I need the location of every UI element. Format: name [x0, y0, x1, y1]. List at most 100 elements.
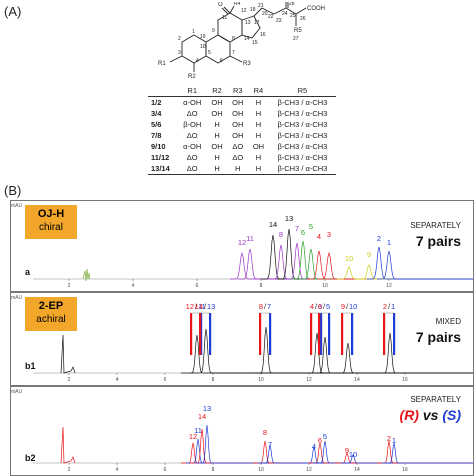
chromatogram-peak: [337, 266, 473, 280]
table-cell: 13/14: [148, 163, 178, 175]
pair-bar-r: [318, 313, 321, 355]
c24-label: 24: [282, 11, 288, 17]
pair-label-s: 5: [326, 302, 330, 311]
table-cell: β-CH3 / α-CH3: [268, 163, 336, 175]
c28-label: 28: [289, 2, 295, 7]
peak-label: 10: [345, 254, 353, 263]
table-cell: H: [214, 131, 220, 140]
pair-bar-s: [269, 313, 272, 355]
injection-spike: [82, 268, 91, 282]
trace-label-b1: b1: [25, 361, 36, 371]
table-cell: ΔO: [186, 109, 198, 118]
column-name: OJ-H: [37, 208, 65, 220]
c18-label: 18: [250, 7, 256, 13]
table-cell: H: [255, 120, 262, 129]
table-cell: 7/8: [151, 131, 162, 140]
trace-label-b2: b2: [25, 453, 36, 463]
x-tick-label: 8: [212, 467, 215, 473]
table-cell: OH: [252, 142, 265, 151]
x-tick-label: 2: [68, 377, 71, 383]
r2-label: R2: [188, 74, 196, 80]
pairs-label: 7 pairs: [415, 329, 461, 345]
c16-label: 16: [260, 32, 266, 38]
c22-label: 22: [268, 14, 274, 20]
x-tick-label: 12: [306, 377, 312, 383]
pair-label-s: 3: [318, 302, 322, 311]
pair-bar-r: [341, 313, 344, 355]
x-tick-label: 8: [260, 283, 263, 289]
table-cell: β-CH3 / α-CH3: [277, 109, 328, 118]
column-name: 2-EP: [38, 300, 64, 312]
table-row: 9/10 α-OH OH ΔO OH β-CH3 / α-CH3: [148, 141, 336, 152]
x-tick-label: 14: [354, 377, 360, 383]
mode-label: MIXED: [435, 317, 461, 326]
table-cell: H: [206, 163, 228, 175]
peak-label: 13: [203, 404, 211, 413]
s-label: (S): [442, 407, 461, 423]
table-cell: OH: [232, 131, 244, 140]
table-header: R4: [248, 84, 269, 97]
table-header-row: R1 R2 R3 R4 R5: [148, 84, 336, 97]
table-cell: H: [227, 163, 249, 175]
molecule-structure: R4 12 18 21 20 28 COOH 11 13 17 22 23 24…: [158, 2, 325, 80]
mode-label: SEPARATELY: [410, 395, 461, 404]
table-cell: OH: [211, 109, 223, 118]
c20-label: 20: [262, 11, 268, 17]
r-vs-s-label: (R) vs (S): [400, 407, 461, 423]
x-tick-label: 2: [68, 283, 71, 289]
chromatogram-peak: [377, 250, 473, 280]
c2-label: 2: [178, 36, 181, 42]
chromatogram-peak: [317, 251, 473, 280]
table-cell: β-CH3 / α-CH3: [277, 120, 328, 129]
c14-label: 14: [244, 36, 250, 42]
trace-label-a: a: [25, 267, 31, 277]
table-cell: 9/10: [151, 142, 166, 151]
peak-label: 7: [295, 224, 299, 233]
peak-label: 4: [312, 442, 316, 451]
peak-label: 2: [377, 234, 381, 243]
mau-label: mAU: [11, 295, 23, 301]
c6-label: 6: [220, 58, 223, 64]
peak-label: 11: [194, 426, 202, 435]
c25-label: 25: [290, 13, 296, 19]
table-cell: OH: [232, 109, 244, 118]
peak-label: 2: [387, 434, 391, 443]
chromatogram-peak: [253, 440, 473, 464]
pair-label-sep: /: [315, 302, 318, 311]
injection-peak: [60, 426, 76, 464]
peak-label: 9: [367, 250, 371, 259]
pair-label-r: 12: [186, 302, 194, 311]
x-tick-label: 6: [164, 467, 167, 473]
table-cell: ΔO: [177, 163, 207, 175]
x-tick-label: 4: [116, 377, 119, 383]
r4-label: R4: [234, 2, 241, 7]
x-tick-label: 8: [212, 377, 215, 383]
peak-label: 6: [318, 436, 322, 445]
table-cell: OH: [232, 98, 244, 107]
chromatogram-a: 2 4 6 8 10 12 12 11 14 8 13 7 6 5 4 3 10 9 2 1 OJ-H chiral …: [10, 200, 474, 292]
chromatogram-peak: [181, 442, 473, 464]
pair-label-s: 10: [349, 302, 357, 311]
panel-a-label: (A): [4, 4, 22, 19]
r3-label: R3: [243, 61, 251, 67]
c10-label: 10: [200, 44, 206, 50]
pair-bar-s: [209, 313, 212, 355]
peak-label: 11: [246, 234, 254, 243]
chromatogram-peak: [367, 246, 473, 280]
c8-label: 8: [232, 36, 235, 42]
peak-label: 12: [189, 432, 197, 441]
column-type: chiral: [39, 222, 63, 233]
table-cell: β-CH3 / α-CH3: [277, 153, 328, 162]
table-cell: α-OH: [183, 98, 202, 107]
peak-label: 9: [345, 446, 349, 455]
pair-label-sep: /: [346, 302, 349, 311]
chromatogram-peak: [258, 444, 473, 464]
x-tick-label: 10: [258, 467, 264, 473]
table-cell: 11/12: [151, 153, 170, 162]
peak-label: 5: [323, 432, 327, 441]
table-cell: H: [255, 98, 262, 107]
